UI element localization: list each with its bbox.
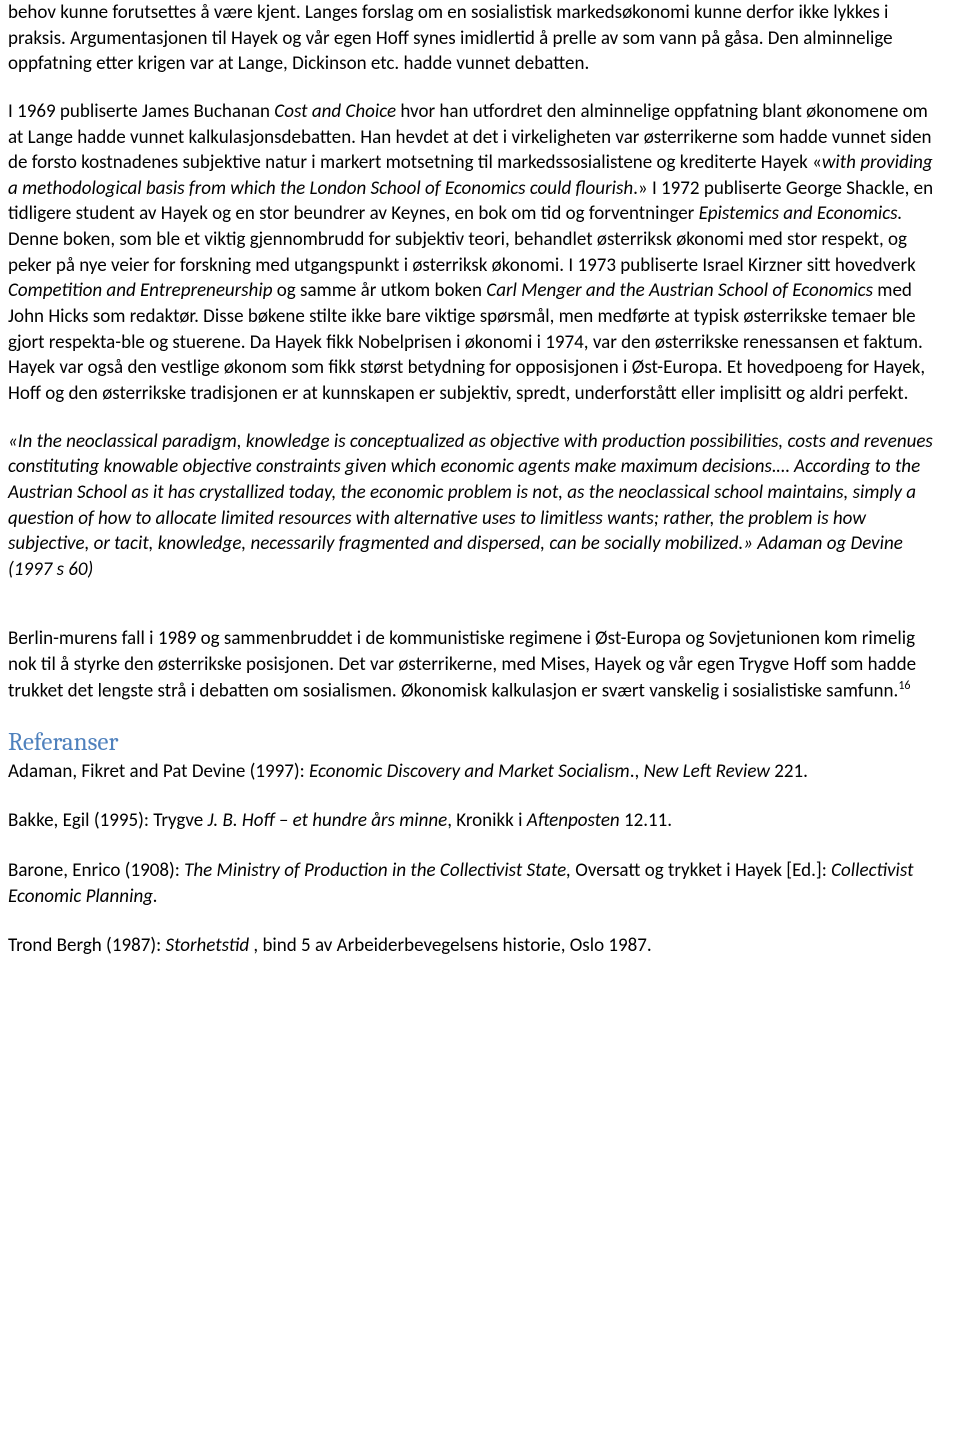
paragraph-2: I 1969 publiserte James Buchanan Cost an… (8, 99, 940, 407)
book-title: Epistemics and Economics. (699, 202, 903, 225)
reference-4: Trond Bergh (1987): Storhetstid , bind 5… (8, 933, 940, 959)
text: Denne boken, som ble et viktig gjennombr… (8, 228, 916, 277)
book-title: Carl Menger and the Austrian School of E… (486, 279, 873, 302)
blockquote: «In the neoclassical paradigm, knowledge… (8, 429, 940, 583)
ref-journal: Aftenposten (527, 809, 620, 832)
text: ., (630, 760, 644, 783)
paragraph-4: Berlin-murens fall i 1989 og sammenbrudd… (8, 626, 940, 703)
text: Adaman, Fikret and Pat Devine (1997): (8, 760, 309, 783)
text: I 1969 publiserte James Buchanan (8, 100, 274, 123)
ref-title: The Ministry of Production in the Collec… (184, 859, 571, 882)
ref-journal: New Left Review (644, 760, 770, 783)
text: og samme år utkom boken (272, 279, 486, 302)
book-title: Cost and Choice (274, 100, 396, 123)
text: , bind 5 av Arbeiderbevegelsens historie… (253, 934, 651, 957)
ref-title: Economic Discovery and Market Socialism (309, 760, 630, 783)
ref-title: J. B. Hoff – et hundre års minne (208, 809, 448, 832)
text: 12.11. (620, 809, 672, 832)
text: Bakke, Egil (1995): Trygve (8, 809, 208, 832)
paragraph-1: behov kunne forutsettes å være kjent. La… (8, 0, 940, 77)
text: behov kunne forutsettes å være kjent. La… (8, 1, 893, 75)
document-page: behov kunne forutsettes å være kjent. La… (0, 0, 960, 979)
reference-3: Barone, Enrico (1908): The Ministry of P… (8, 858, 940, 909)
section-heading-references: Referanser (8, 728, 940, 757)
footnote-ref: 16 (898, 679, 910, 693)
reference-2: Bakke, Egil (1995): Trygve J. B. Hoff – … (8, 808, 940, 834)
text: , Kronikk i (447, 809, 527, 832)
text: Oversatt og trykket i Hayek [Ed.]: (571, 859, 831, 882)
book-title: Competition and Entrepreneurship (8, 279, 272, 302)
text: Berlin-murens fall i 1989 og sammenbrudd… (8, 627, 916, 702)
text: Trond Bergh (1987): (8, 934, 165, 957)
quote-text: «In the neoclassical paradigm, knowledge… (8, 430, 933, 581)
ref-title: Storhetstid (165, 934, 253, 957)
text: Barone, Enrico (1908): (8, 859, 184, 882)
reference-1: Adaman, Fikret and Pat Devine (1997): Ec… (8, 759, 940, 785)
text: 221. (770, 760, 808, 783)
